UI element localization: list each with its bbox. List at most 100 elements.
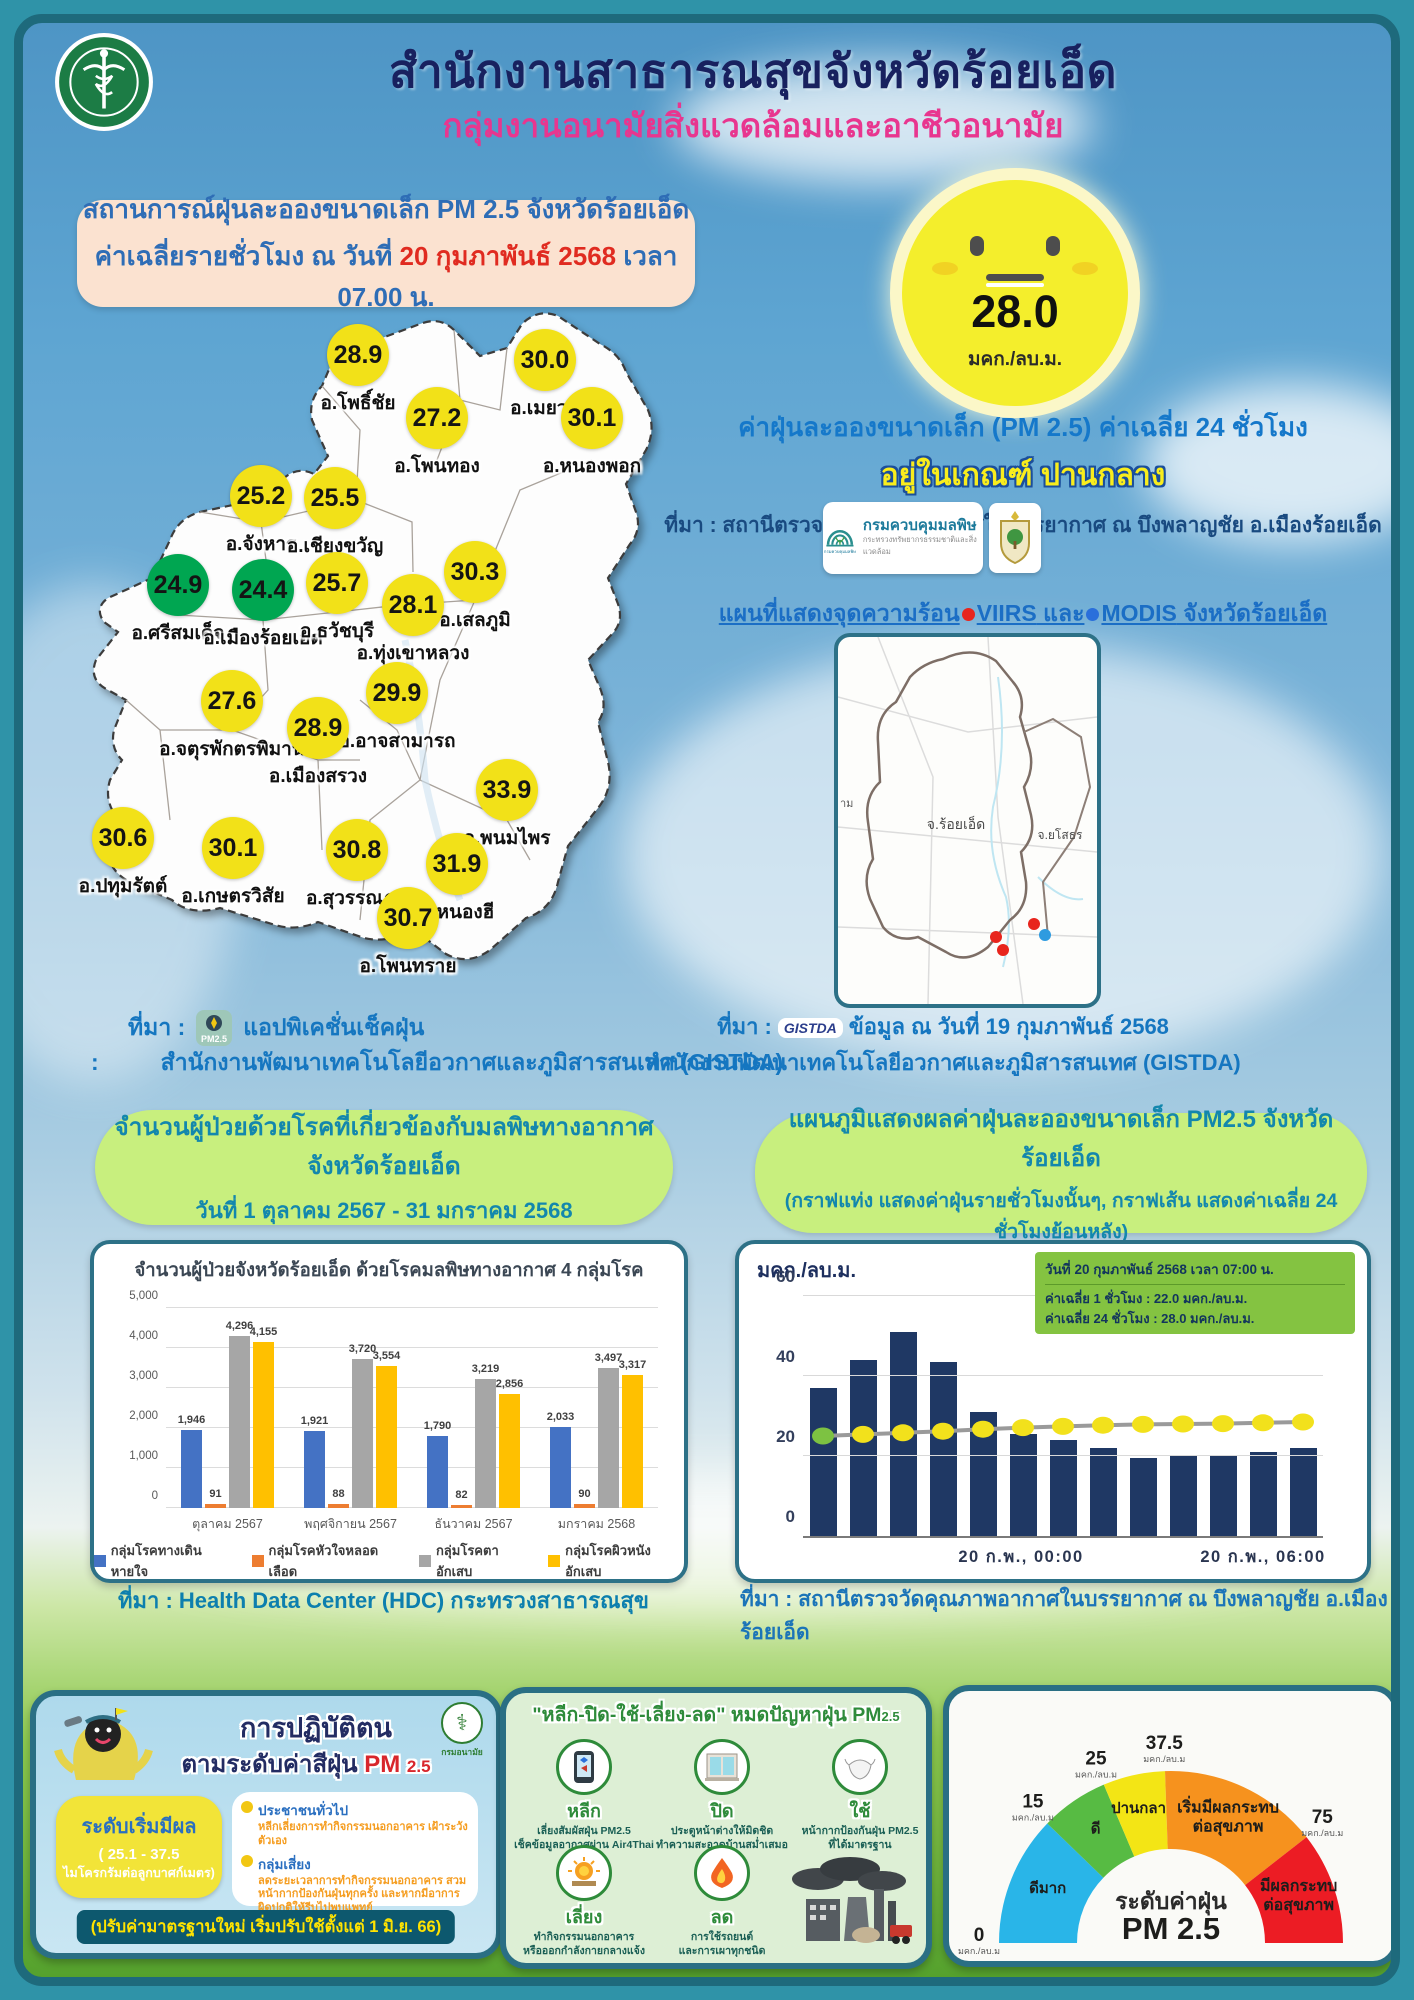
y-tick-label: 0 <box>785 1507 795 1526</box>
bar-value-label: 88 <box>332 1488 345 1501</box>
svg-text:มคก./ลบ.ม: มคก./ลบ.ม <box>1012 1813 1054 1823</box>
action-key: หลีก <box>567 1801 601 1821</box>
gridline <box>166 1387 658 1388</box>
district-name: อ.ปทุมรัตต์ <box>78 876 168 897</box>
district-name: อ.เชียงขวัญ <box>286 536 384 557</box>
category-label: ธันวาคม 2567 <box>434 1517 513 1531</box>
svg-text:ระดับค่าฝุ่น: ระดับค่าฝุ่น <box>1115 1888 1227 1916</box>
hourly-bar <box>849 1360 877 1536</box>
patients-banner: จำนวนผู้ป่วยด้วยโรคที่เกี่ยวข้องกับมลพิษ… <box>95 1110 673 1225</box>
bar <box>205 1504 226 1508</box>
face-blush <box>1072 262 1098 275</box>
minimap-province-label: จ.ร้อยเอ็ด <box>927 815 986 832</box>
patients-chart-card: จำนวนผู้ป่วยจังหวัดร้อยเอ็ด ด้วยโรคมลพิษ… <box>90 1240 688 1583</box>
situation-date: 20 กุมภาพันธ์ 2568 <box>399 241 617 271</box>
level-box: ระดับเริ่มมีผล ( 25.1 - 37.5 ไมโครกรัมต่… <box>56 1796 222 1898</box>
district-value: 30.6 <box>92 807 154 869</box>
district-name: อ.เสลภูมิ <box>439 610 511 631</box>
hourly-bar <box>1129 1458 1157 1536</box>
district-value: 30.3 <box>444 541 506 603</box>
bar <box>475 1379 496 1508</box>
category-label: ตุลาคม 2567 <box>192 1517 263 1531</box>
svg-text:กรมควบคุมมลพิษ: กรมควบคุมมลพิษ <box>824 549 856 555</box>
cloud <box>1143 383 1391 543</box>
hourly-bar <box>809 1388 837 1536</box>
anamai-caduceus-icon: ⚕ <box>441 1702 483 1744</box>
practice-advice-box: ประชาชนทั่วไป หลีกเลี่ยงการทำกิจกรรมนอกอ… <box>232 1792 478 1944</box>
xtick-00: 20 ก.พ., 00:00 <box>958 1548 1084 1566</box>
xtick-06: 20 ก.พ., 06:00 <box>1200 1548 1326 1566</box>
district-value: 24.9 <box>147 554 209 616</box>
district-name: อ.เมืองสรวง <box>268 766 368 787</box>
action-key: ปิด <box>710 1801 734 1821</box>
district-name: อ.เมืองร้อยเอ็ด <box>203 628 323 649</box>
minimap-roiet-boundary <box>865 651 1034 959</box>
legend-swatch <box>419 1555 431 1567</box>
minimap-edge-label: าม <box>840 798 853 810</box>
factory-icon <box>792 1857 912 1944</box>
fire-icon <box>694 1845 750 1901</box>
bar-value-label: 4,155 <box>249 1325 278 1338</box>
bar <box>574 1504 595 1508</box>
pcd-name: กรมควบคุมมลพิษ <box>862 516 977 534</box>
legend-swatch <box>94 1555 106 1567</box>
hourly-bar <box>1249 1452 1277 1536</box>
y-tick-label: 4,000 <box>129 1330 158 1342</box>
district-value: 25.5 <box>304 467 366 529</box>
district-name: อ.โพธิ์ชัย <box>320 393 396 414</box>
advice-item: ประชาชนทั่วไป หลีกเลี่ยงการทำกิจกรรมนอกอ… <box>241 1799 469 1849</box>
practice-title2: ตามระดับค่าสีฝุ่น PM 2.5 <box>181 1751 431 1778</box>
avg24-level: อยู่ในเกณฑ์ ปานกลาง <box>880 459 1166 492</box>
y-tick-label: 40 <box>776 1347 795 1367</box>
map-source-line1: ที่มา : PM2.5 แอปพิเคชั่นเช็คฝุ่น <box>128 1009 424 1047</box>
practice-card: การปฏิบัติตน ตามระดับค่าสีฝุ่น PM 2.5 ⚕ … <box>30 1690 502 1959</box>
hourly-bar <box>1289 1448 1317 1536</box>
action-key: ใช้ <box>849 1801 871 1821</box>
district-value: 30.7 <box>377 887 439 949</box>
minimap-neighbor-boundary <box>1023 717 1092 938</box>
phone-app-icon <box>556 1739 612 1795</box>
gistda-source-line2: สำนักงานพัฒนาเทคโนโลยีอวกาศและภูมิสารสนเ… <box>645 1050 1241 1075</box>
page-subtitle: กลุ่มงานอนามัยสิ่งแวดล้อมและอาชีวอนามัย <box>442 107 1064 144</box>
avg24-line1: ค่าฝุ่นละอองขนาดเล็ก (PM 2.5) ค่าเฉลี่ย … <box>738 412 1308 442</box>
bar-value-label: 82 <box>455 1488 468 1501</box>
mascot-icon <box>54 1708 153 1780</box>
face-blush <box>932 262 958 275</box>
district-value: 28.9 <box>287 697 349 759</box>
category-label: พฤศจิกายน 2567 <box>304 1517 397 1531</box>
bullet-icon <box>241 1854 253 1867</box>
legend-swatch <box>548 1555 561 1567</box>
y-tick-label: 60 <box>776 1267 795 1286</box>
gridline <box>166 1507 658 1508</box>
district-layer: 28.9 อ.โพธิ์ชัย 30.0 อ.เมยวดี 27.2 อ.โพนทอง 30… <box>60 260 660 1040</box>
bar <box>328 1504 349 1508</box>
hotspot-map-link[interactable]: แผนที่แสดงจุดความร้อน VIIRS และ MODIS จังห… <box>718 600 1328 626</box>
cloud <box>673 63 1093 183</box>
bar-value-label: 3,497 <box>594 1352 623 1365</box>
svg-text:15: 15 <box>1022 1792 1044 1813</box>
action-key: ลด <box>710 1907 734 1927</box>
district-value: 31.9 <box>426 833 488 895</box>
window-icon <box>694 1739 750 1795</box>
face-mouth-highlight <box>986 283 1044 287</box>
svg-text:PM2.5: PM2.5 <box>201 1034 227 1044</box>
moph-logo <box>55 33 153 131</box>
svg-text:มคก./ลบ.ม: มคก./ลบ.ม <box>1143 1754 1185 1764</box>
bar <box>229 1336 250 1508</box>
bar-value-label: 3,219 <box>471 1363 500 1376</box>
gauge-segment <box>1164 1771 1307 1886</box>
sun-icon <box>556 1845 612 1901</box>
bar <box>622 1375 643 1508</box>
bar-value-label: 1,946 <box>177 1414 206 1427</box>
viirs-dot-icon <box>961 608 975 622</box>
district-name: อ.อาจสามารถ <box>338 731 456 752</box>
pcd-arch-icon: กรมควบคุมมลพิษ <box>824 529 856 555</box>
gauge-segment <box>1245 1837 1343 1943</box>
patients-chart-source: ที่มา : Health Data Center (HDC) กระทรวง… <box>118 1588 649 1613</box>
standard-footnote: (ปรับค่ามาตรฐานใหม่ เริ่มปรับใช้ตั้งแต่ … <box>76 1910 456 1944</box>
pcd-subtitle: กระทรวงทรัพยากรธรรมชาติและสิ่งแวดล้อม <box>862 535 977 557</box>
district-value: 27.2 <box>406 387 468 449</box>
svg-text:มคก./ลบ.ม: มคก./ลบ.ม <box>958 1946 1000 1956</box>
y-tick-label: 3,000 <box>129 1370 158 1382</box>
bar <box>304 1431 325 1508</box>
